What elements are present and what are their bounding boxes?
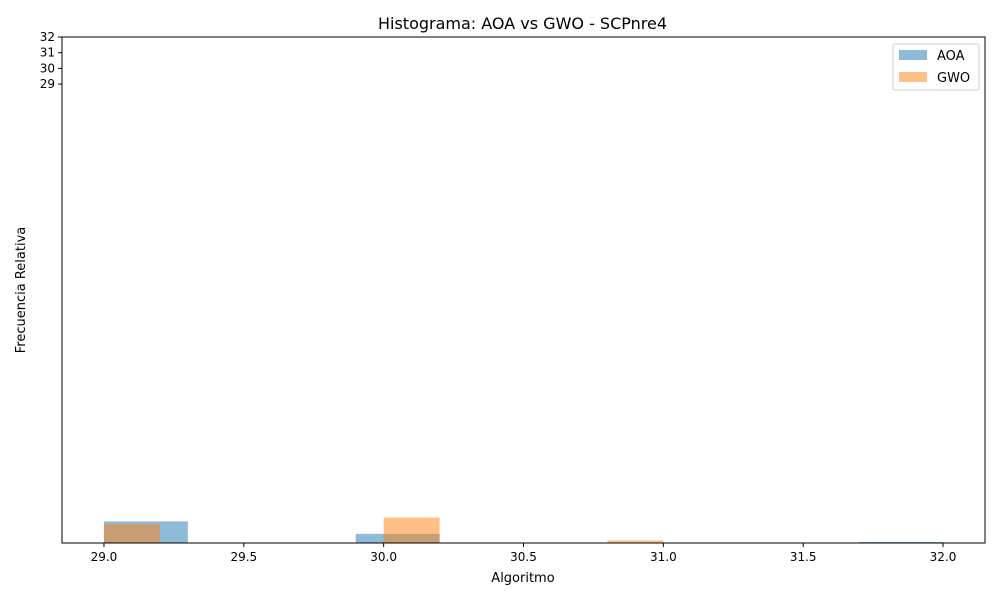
x-tick-label: 29.5	[230, 550, 257, 564]
legend-swatch-gwo	[899, 72, 927, 82]
x-axis-ticks: 29.0 29.5 30.0 30.5 31.0 31.5 32.0	[91, 543, 957, 564]
y-tick-label: 32	[40, 30, 55, 44]
legend-label-aoa: AOA	[937, 49, 965, 64]
bar-gwo-1	[383, 517, 440, 543]
y-axis-label: Frecuencia Relativa	[14, 227, 29, 353]
x-tick-label: 30.5	[510, 550, 537, 564]
legend-swatch-aoa	[899, 50, 927, 60]
bar-gwo-2	[607, 540, 664, 543]
y-tick-label: 31	[40, 46, 55, 60]
plot-frame	[61, 36, 986, 544]
x-tick-label: 31.0	[650, 550, 677, 564]
y-tick-label: 29	[40, 77, 55, 91]
legend-label-gwo: GWO	[937, 71, 970, 86]
chart-title: Histograma: AOA vs GWO - SCPnre4	[378, 14, 667, 33]
x-tick-label: 30.0	[370, 550, 397, 564]
x-tick-label: 31.5	[790, 550, 817, 564]
bars-group	[103, 517, 944, 543]
x-axis-label: Algoritmo	[491, 571, 554, 586]
x-tick-label: 29.0	[91, 550, 118, 564]
x-tick-label: 32.0	[930, 550, 957, 564]
bar-gwo-0	[103, 523, 160, 543]
y-tick-label: 30	[40, 61, 55, 75]
legend: AOA GWO	[892, 43, 980, 91]
